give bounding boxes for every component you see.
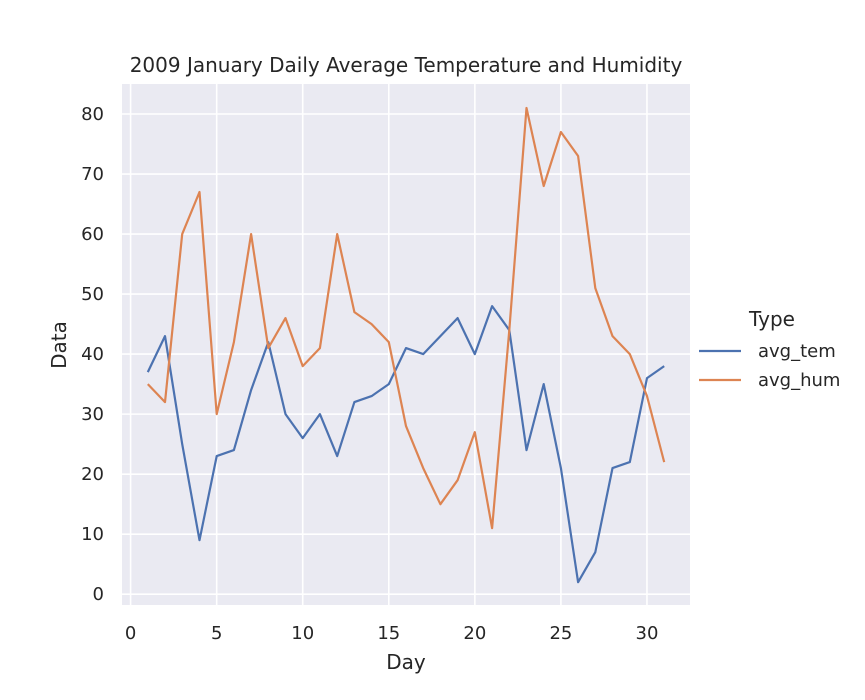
y-tick-label: 20 xyxy=(81,464,104,485)
x-tick-label: 15 xyxy=(377,623,400,644)
y-tick-label: 80 xyxy=(81,104,104,125)
x-tick-label: 0 xyxy=(125,623,136,644)
series-lines xyxy=(146,106,666,584)
y-tick-label: 0 xyxy=(93,584,104,605)
series-line-avg_hum xyxy=(147,106,666,530)
x-tick-label: 30 xyxy=(636,623,659,644)
chart-title: 2009 January Daily Average Temperature a… xyxy=(130,53,683,77)
x-axis-label: Day xyxy=(386,650,426,674)
y-tick-labels: 0 10 20 30 40 50 60 70 80 xyxy=(81,104,104,605)
x-tick-label: 25 xyxy=(549,623,572,644)
series-line-avg_tem xyxy=(146,305,665,584)
legend: Type avg_tem avg_hum xyxy=(699,307,840,391)
y-tick-label: 50 xyxy=(81,284,104,305)
x-tick-labels: 0 5 10 15 20 25 30 xyxy=(125,623,659,644)
legend-label-avg_hum: avg_hum xyxy=(758,370,840,391)
y-axis-label: Data xyxy=(47,321,71,369)
y-tick-label: 10 xyxy=(81,524,104,545)
x-tick-label: 10 xyxy=(291,623,314,644)
y-tick-label: 40 xyxy=(81,344,104,365)
x-tick-label: 20 xyxy=(463,623,486,644)
y-tick-label: 60 xyxy=(81,224,104,245)
x-tick-label: 5 xyxy=(211,623,222,644)
y-tick-label: 70 xyxy=(81,164,104,185)
legend-title: Type xyxy=(748,307,795,331)
plot-background xyxy=(122,84,690,605)
y-tick-label: 30 xyxy=(81,404,104,425)
legend-label-avg_tem: avg_tem xyxy=(758,341,836,362)
